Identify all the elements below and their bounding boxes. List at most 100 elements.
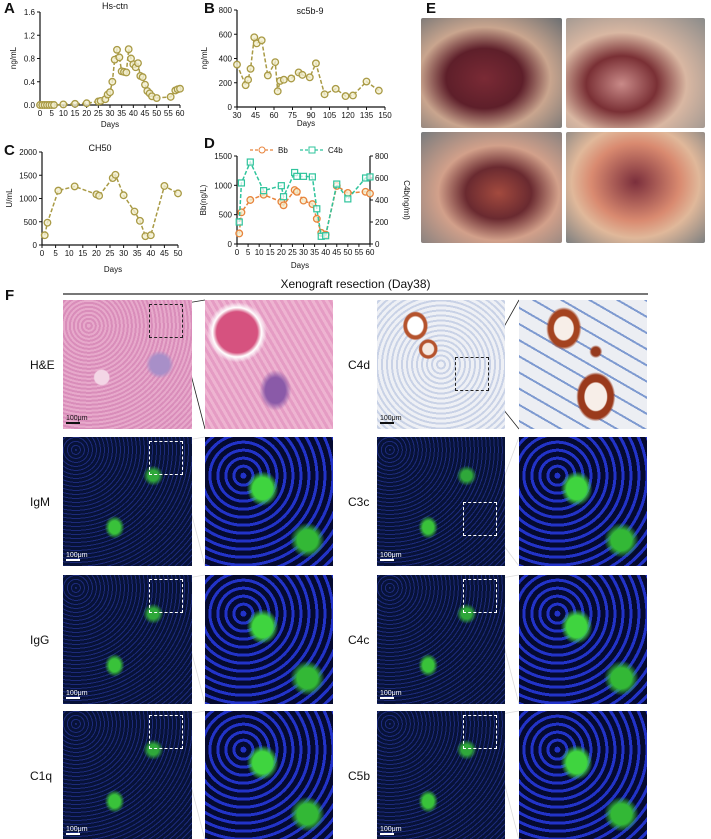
data-point	[50, 101, 58, 109]
zoom-region-box	[463, 579, 497, 613]
data-point	[176, 84, 184, 93]
x-tick-label: 30	[119, 249, 128, 258]
x-tick-label: 30	[299, 248, 308, 257]
legend-label: Bb	[278, 146, 288, 155]
y-tick-label-right: 0	[375, 240, 380, 249]
x-tick-label: 50	[343, 248, 352, 257]
x-tick-label: 25	[106, 249, 115, 258]
y-tick-label: 400	[219, 55, 233, 64]
x-tick-label: 50	[174, 249, 183, 258]
x-tick-label: 25	[94, 109, 103, 118]
x-tick-label: 120	[341, 111, 355, 120]
panel-label-a: A	[4, 0, 15, 17]
zoom-region-box	[149, 304, 183, 338]
micrograph-overview	[63, 711, 192, 839]
micrograph-zoom	[205, 437, 333, 566]
legend-marker	[258, 146, 266, 154]
data-point	[108, 77, 117, 86]
micrograph-zoom	[519, 437, 647, 566]
stain-label: C5b	[348, 768, 371, 783]
y-tick-label: 0	[33, 241, 38, 250]
data-point	[235, 229, 244, 238]
zoom-region-box	[463, 715, 497, 749]
data-point	[82, 99, 91, 108]
data-point	[348, 91, 357, 100]
x-tick-label: 5	[53, 249, 58, 258]
micrograph-overview	[377, 300, 505, 429]
micrograph-overview	[63, 300, 192, 429]
x-tick-label: 10	[59, 109, 68, 118]
scale-bar: 100μm	[380, 552, 402, 559]
data-point	[146, 231, 155, 240]
zoom-region-box	[149, 715, 183, 749]
data-point	[237, 179, 246, 187]
data-point	[311, 59, 320, 68]
data-point	[344, 195, 352, 203]
data-point	[59, 100, 68, 109]
x-tick-label: 0	[40, 249, 45, 258]
stain-label: C1q	[30, 768, 53, 783]
data-point	[362, 77, 371, 86]
y-tick-label: 1.2	[24, 31, 36, 40]
x-tick-label: 10	[65, 249, 74, 258]
scale-bar: 100μm	[380, 690, 402, 697]
x-tick-label: 35	[133, 249, 142, 258]
data-point	[366, 189, 374, 198]
stain-label: H&E	[30, 357, 55, 372]
x-tick-label: 45	[160, 249, 169, 258]
micrograph-overview	[377, 575, 505, 704]
x-axis-label: Days	[104, 265, 122, 274]
y-tick-label: 0.8	[24, 55, 36, 64]
surgery-photo-2	[566, 18, 705, 128]
data-point	[322, 232, 330, 240]
x-tick-label: 25	[288, 248, 297, 257]
chart-title: Hs-ctn	[102, 1, 128, 11]
chart-title: CH50	[88, 143, 111, 153]
data-point	[122, 68, 131, 77]
y-tick-label: 600	[219, 30, 233, 39]
scale-bar: 100μm	[66, 415, 88, 422]
x-tick-label: 60	[270, 111, 279, 120]
data-point	[331, 84, 340, 93]
x-tick-label: 15	[78, 249, 87, 258]
data-point	[43, 218, 52, 227]
y-tick-label: 200	[219, 79, 233, 88]
data-point	[135, 216, 144, 225]
micrograph-zoom	[519, 575, 647, 704]
surgery-photo-3	[421, 132, 562, 243]
data-point	[366, 173, 374, 181]
data-point	[271, 58, 280, 67]
chart-title: sc5b-9	[296, 6, 323, 16]
y-tick-label: 1000	[19, 195, 37, 204]
data-point	[299, 196, 308, 205]
x-tick-label: 60	[176, 109, 185, 118]
x-tick-label: 55	[354, 248, 363, 257]
data-point	[292, 187, 301, 196]
x-tick-label: 150	[378, 111, 392, 120]
y-tick-label-right: 600	[375, 174, 389, 183]
data-point	[273, 87, 282, 96]
stain-label: C4d	[348, 357, 371, 372]
data-point	[277, 182, 285, 190]
data-point	[130, 207, 139, 216]
x-tick-label: 60	[366, 248, 375, 257]
scale-bar: 100μm	[380, 415, 402, 422]
data-point	[298, 70, 307, 79]
y-tick-label: 0	[228, 240, 233, 249]
x-tick-label: 0	[235, 248, 240, 257]
data-point	[374, 86, 383, 95]
data-point	[299, 172, 308, 180]
y-tick-label: 0.4	[24, 78, 36, 87]
x-tick-label: 35	[117, 109, 126, 118]
data-point	[293, 172, 301, 180]
data-point	[106, 88, 114, 97]
stain-label: C4c	[348, 632, 370, 647]
data-point	[134, 59, 142, 68]
zoom-region-box	[463, 502, 497, 536]
data-point	[320, 90, 329, 99]
x-tick-label: 5	[246, 248, 251, 257]
panel-label-d: D	[204, 135, 215, 152]
y-axis-label: ng/mL	[9, 46, 18, 69]
x-tick-label: 45	[332, 248, 341, 257]
